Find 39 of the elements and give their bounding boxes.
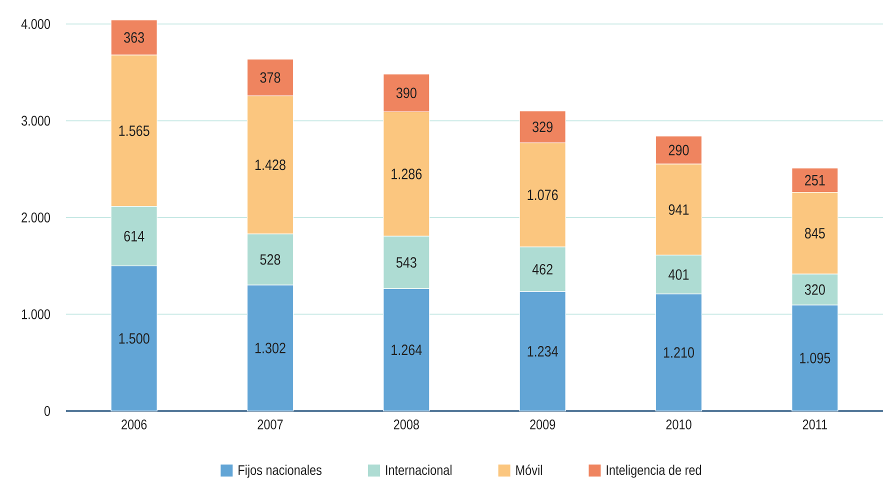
y-tick-label: 1.000 [22,309,50,320]
data-label: 290 [668,144,689,156]
data-label: 1.500 [119,333,150,344]
data-label: 1.428 [255,160,286,170]
data-label: 462 [532,264,552,275]
data-label: 363 [124,32,144,43]
data-label: 1.210 [664,347,694,358]
legend-label: Fijos nacionales [238,464,322,478]
data-label: 1.264 [392,344,422,356]
data-label: 1.565 [119,125,150,136]
x-tick-label: 2010 [666,420,692,430]
x-tick-label: 2007 [258,420,283,430]
data-label: 1.076 [528,190,558,200]
y-tick-label: 4.000 [21,19,50,29]
legend-label: Inteligencia de red [606,464,702,478]
x-tick-label: 2006 [122,420,147,430]
legend-label: Internacional [386,464,452,476]
x-tick-label: 2011 [802,420,827,430]
data-label: 614 [124,230,144,242]
data-label: 1.095 [800,352,830,364]
y-tick-label: 3.000 [22,116,50,126]
data-label: 320 [804,284,825,295]
y-tick-label: 2.000 [22,212,50,222]
data-label: 1.302 [255,342,286,354]
data-label: 845 [804,228,825,239]
data-label: 390 [396,88,416,98]
data-label: 941 [668,204,689,215]
data-label: 329 [532,122,552,132]
x-tick-label: 2009 [530,420,556,430]
data-label: 543 [396,257,416,268]
data-label: 528 [260,254,280,265]
data-label: 251 [805,174,825,186]
data-label: 1.286 [392,168,422,180]
x-tick-label: 2008 [394,420,419,430]
data-label: 378 [260,72,280,83]
legend-label: Móvil [516,464,542,476]
y-tick-label: 0 [44,406,50,416]
data-label: 401 [668,269,689,280]
data-label: 1.234 [528,346,558,357]
